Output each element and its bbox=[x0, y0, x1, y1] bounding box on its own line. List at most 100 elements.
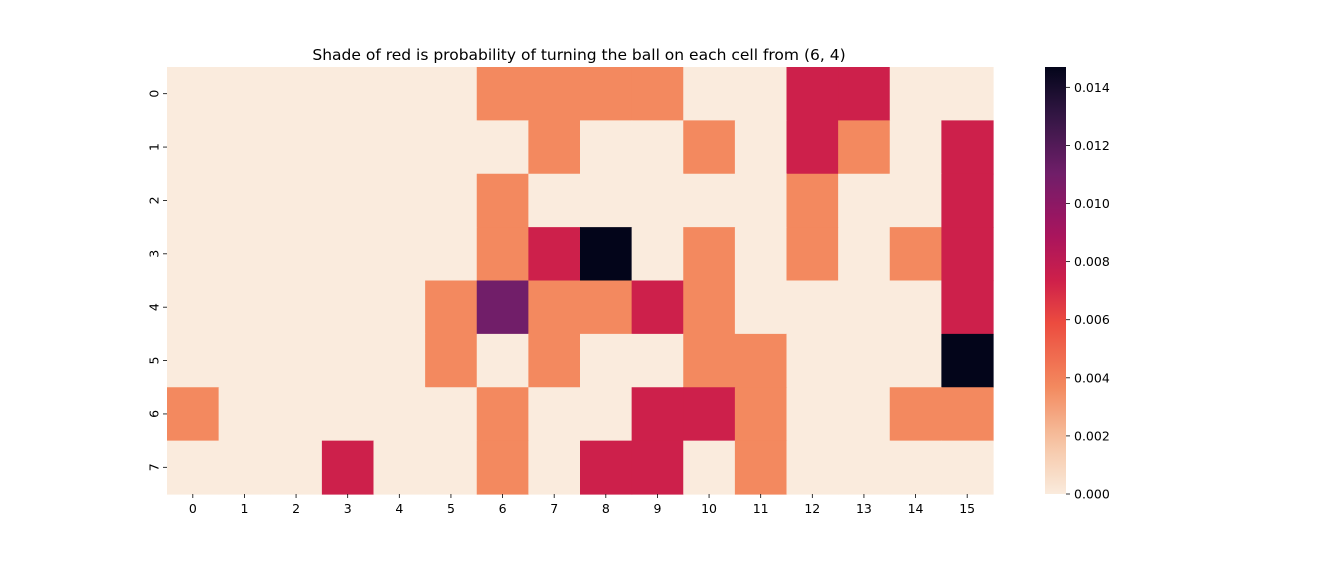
heatmap-cell bbox=[425, 387, 478, 442]
heatmap-cell bbox=[580, 387, 633, 442]
heatmap-cell bbox=[683, 227, 736, 282]
heatmap-cell bbox=[270, 67, 323, 121]
heatmap-cell bbox=[631, 173, 684, 228]
x-tick-label: 1 bbox=[240, 501, 248, 516]
heatmap-cell bbox=[218, 120, 271, 175]
heatmap-cell bbox=[631, 120, 684, 175]
heatmap-cell bbox=[528, 440, 581, 495]
heatmap-cell bbox=[786, 387, 839, 442]
x-tick-label: 3 bbox=[344, 501, 352, 516]
heatmap-cell bbox=[889, 440, 942, 495]
heatmap-cell bbox=[683, 333, 736, 388]
heatmap-cell bbox=[425, 67, 478, 121]
heatmap-cell bbox=[167, 280, 220, 335]
heatmap-cell bbox=[321, 173, 375, 228]
y-axis-ticks: 0 1 2 3 4 5 6 7 bbox=[147, 90, 167, 471]
heatmap-cell bbox=[425, 280, 478, 335]
heatmap-cell bbox=[167, 173, 220, 228]
chart-title: Shade of red is probability of turning t… bbox=[312, 46, 845, 64]
heatmap-cell bbox=[941, 387, 994, 442]
heatmap-cell bbox=[476, 387, 529, 442]
y-tick-label: 6 bbox=[147, 410, 162, 418]
x-tick-label: 9 bbox=[653, 501, 661, 516]
heatmap-cell bbox=[321, 387, 375, 442]
y-tick-label: 1 bbox=[147, 143, 162, 151]
x-tick-label: 6 bbox=[499, 501, 507, 516]
heatmap-cell bbox=[425, 333, 478, 388]
heatmap-cell bbox=[270, 120, 323, 175]
colorbar bbox=[1045, 67, 1066, 494]
heatmap-cell bbox=[528, 333, 581, 388]
heatmap-cell bbox=[373, 280, 426, 335]
colorbar-ticks: 0.000 0.002 0.004 0.006 0.008 0.010 0.012 0.014 bbox=[1066, 80, 1110, 502]
heatmap-cell bbox=[734, 387, 788, 442]
heatmap-cell bbox=[425, 227, 478, 282]
heatmap-cell bbox=[838, 440, 891, 495]
heatmap-cell bbox=[838, 120, 891, 175]
y-tick-label: 5 bbox=[147, 357, 162, 365]
heatmap-cell bbox=[838, 67, 891, 121]
heatmap-cell bbox=[373, 67, 426, 121]
heatmap-cell bbox=[786, 227, 839, 282]
heatmap-cell bbox=[167, 67, 220, 121]
heatmap-cell bbox=[167, 120, 220, 175]
heatmap-cell bbox=[580, 280, 633, 335]
heatmap-cell bbox=[218, 333, 271, 388]
heatmap-cell bbox=[941, 173, 994, 228]
y-tick-label: 0 bbox=[147, 90, 162, 98]
x-tick-label: 14 bbox=[908, 501, 924, 516]
x-tick-label: 13 bbox=[856, 501, 872, 516]
heatmap-cell bbox=[734, 120, 788, 175]
heatmap-cell bbox=[476, 280, 529, 335]
heatmap-cell bbox=[218, 280, 271, 335]
x-tick-label: 7 bbox=[550, 501, 558, 516]
heatmap-cell bbox=[734, 173, 788, 228]
heatmap-cell bbox=[373, 173, 426, 228]
x-tick-label: 10 bbox=[701, 501, 717, 516]
x-tick-label: 8 bbox=[602, 501, 610, 516]
heatmap-cell bbox=[270, 173, 323, 228]
heatmap-cell bbox=[218, 67, 271, 121]
heatmap-cell bbox=[425, 173, 478, 228]
colorbar-tick-label: 0.014 bbox=[1074, 80, 1110, 95]
colorbar-tick-label: 0.002 bbox=[1074, 428, 1110, 443]
heatmap-cell bbox=[270, 280, 323, 335]
heatmap-cell bbox=[476, 227, 529, 282]
colorbar-tick-label: 0.004 bbox=[1074, 370, 1110, 385]
heatmap-cell bbox=[631, 440, 684, 495]
x-tick-label: 2 bbox=[292, 501, 300, 516]
heatmap-cell bbox=[941, 120, 994, 175]
x-tick-label: 5 bbox=[447, 501, 455, 516]
heatmap-cell bbox=[889, 67, 942, 121]
heatmap-cell bbox=[373, 333, 426, 388]
heatmap-cell bbox=[580, 67, 633, 121]
heatmap-cell bbox=[167, 440, 220, 495]
heatmap-cell bbox=[941, 227, 994, 282]
colorbar-tick-label: 0.012 bbox=[1074, 138, 1110, 153]
heatmap-cell bbox=[476, 440, 529, 495]
heatmap-cell bbox=[838, 387, 891, 442]
heatmap-cell bbox=[321, 120, 375, 175]
heatmap-cell bbox=[734, 280, 788, 335]
heatmap-cell bbox=[631, 227, 684, 282]
heatmap-cell bbox=[889, 120, 942, 175]
heatmap-cell bbox=[734, 333, 788, 388]
heatmap-cell bbox=[889, 333, 942, 388]
heatmap-cell bbox=[941, 67, 994, 121]
heatmap-cell bbox=[786, 440, 839, 495]
heatmap-cell bbox=[476, 67, 529, 121]
heatmap-cell bbox=[580, 173, 633, 228]
heatmap-cell bbox=[631, 333, 684, 388]
heatmap-cell bbox=[425, 440, 478, 495]
heatmap-cell bbox=[838, 280, 891, 335]
heatmap-cell bbox=[683, 387, 736, 442]
x-tick-label: 12 bbox=[804, 501, 820, 516]
heatmap-cell bbox=[786, 333, 839, 388]
heatmap-cell bbox=[373, 440, 426, 495]
colorbar-tick-label: 0.008 bbox=[1074, 254, 1110, 269]
heatmap-cell bbox=[218, 227, 271, 282]
heatmap-cell bbox=[373, 387, 426, 442]
heatmap-cell bbox=[373, 227, 426, 282]
heatmap-cell bbox=[683, 280, 736, 335]
